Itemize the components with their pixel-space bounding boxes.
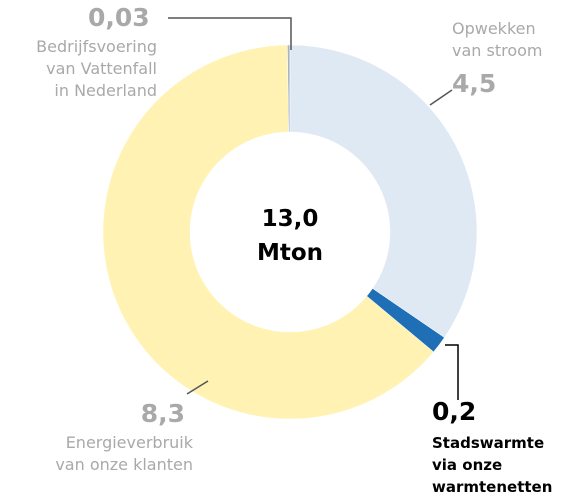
leader-line bbox=[445, 344, 459, 400]
leader-line bbox=[168, 17, 292, 50]
value-label: 0,03 bbox=[88, 3, 150, 32]
donut-slice bbox=[289, 44, 478, 338]
value-label: 0,2 bbox=[432, 397, 477, 426]
donut-slice bbox=[102, 44, 434, 420]
category-label: Stadswarmte via onze warmtenetten bbox=[432, 434, 553, 496]
center-unit: Mton bbox=[257, 240, 323, 266]
center-total: 13,0 bbox=[262, 206, 319, 232]
category-label: Bedrijfsvoering van Vattenfall in Nederl… bbox=[36, 37, 157, 100]
value-label: 8,3 bbox=[140, 399, 185, 428]
leader-line bbox=[429, 89, 453, 106]
category-label: Opwekken van stroom bbox=[452, 19, 543, 60]
donut-slice bbox=[366, 288, 445, 353]
leader-line bbox=[186, 380, 209, 395]
value-label: 4,5 bbox=[452, 69, 497, 98]
category-label: Energieverbruik van onze klanten bbox=[55, 433, 193, 474]
